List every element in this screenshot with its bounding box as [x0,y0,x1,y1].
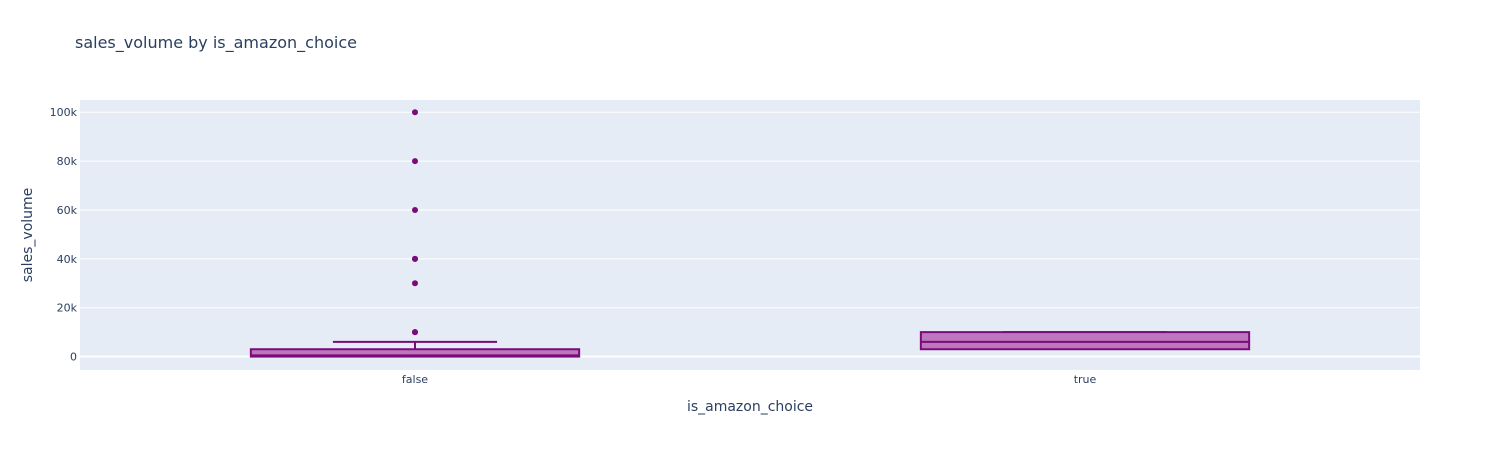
outlier-point [412,109,418,116]
y-tick-label: 40k [57,253,78,266]
outlier-point [412,158,418,165]
y-tick-labels: 0 20k 40k 60k 80k 100k [50,106,78,363]
outlier-point [412,255,418,262]
plot-background [80,100,1420,370]
y-tick-label: 60k [57,204,78,217]
y-axis-label: sales_volume [20,188,36,283]
chart-marks [249,109,1251,358]
outlier-point [412,280,418,287]
x-tick-label: true [1074,373,1097,386]
y-tick-label: 100k [50,106,78,119]
box-true [919,331,1251,351]
outlier-point [412,206,418,213]
y-tick-label: 80k [57,155,78,168]
box-iqr [249,348,581,358]
box-false [249,109,581,358]
chart-title: sales_volume by is_amazon_choice [75,33,357,52]
x-tick-labels: false true [402,373,1097,386]
x-tick-label: false [402,373,428,386]
box-iqr [919,331,1251,351]
y-tick-label: 20k [57,302,78,315]
y-tick-label: 0 [70,351,77,364]
x-axis-label: is_amazon_choice [687,399,813,415]
outlier-point [412,329,418,336]
